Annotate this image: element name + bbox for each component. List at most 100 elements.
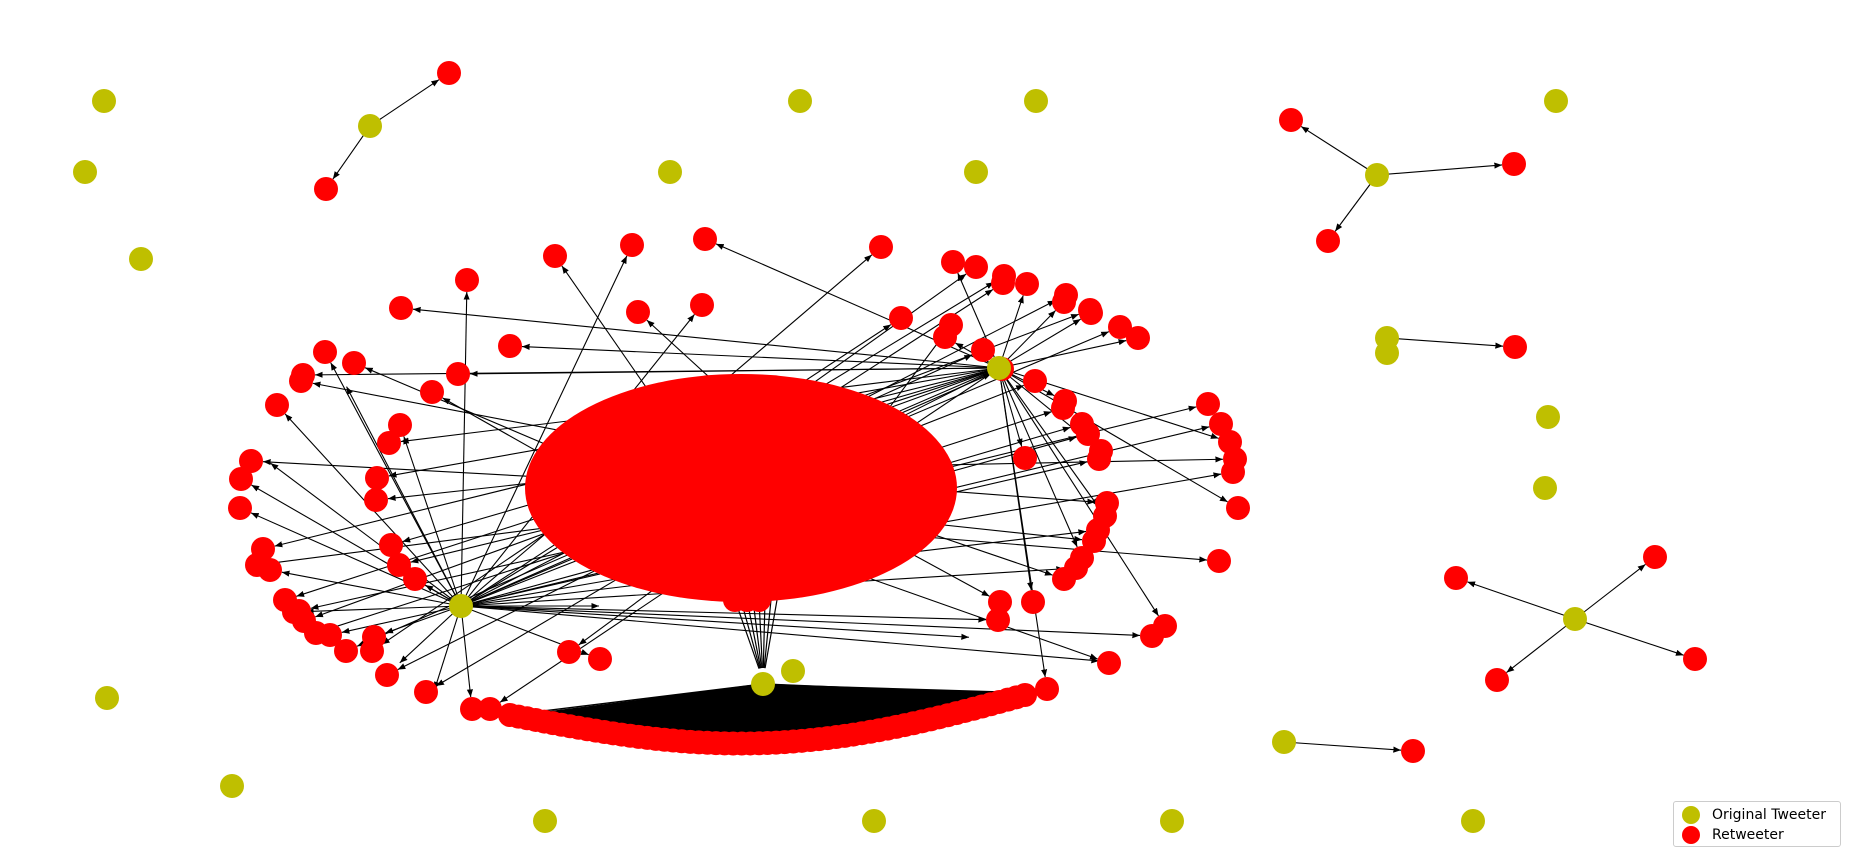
original-tweeter-node (1272, 730, 1296, 754)
retweeter-node (1079, 301, 1103, 325)
retweeter-node (1089, 439, 1113, 463)
retweet-edge (270, 462, 462, 607)
retweeter-node (986, 608, 1010, 632)
dense-retweeter-ellipse (525, 374, 957, 602)
legend-item-retweeter: Retweeter (1682, 825, 1832, 845)
retweet-edge (1386, 337, 1504, 349)
retweet-edge (998, 367, 1159, 617)
original-tweeter-node (92, 89, 116, 113)
original-tweeter-node (1563, 607, 1587, 631)
legend-item-original: Original Tweeter (1682, 805, 1832, 825)
original-tweeter-node (751, 672, 775, 696)
original-tweeter-node (658, 160, 682, 184)
retweeter-node (455, 268, 479, 292)
retweeter-node (1095, 491, 1119, 515)
retweeter-node (460, 697, 484, 721)
original-tweeter-node (358, 114, 382, 138)
retweet-edge (433, 605, 462, 690)
legend-label-retweeter: Retweeter (1712, 827, 1784, 843)
retweet-edge (341, 605, 462, 634)
retweet-edge (1506, 618, 1576, 674)
retweet-edge (460, 605, 473, 698)
retweeter-node (988, 590, 1012, 614)
retweeter-node (437, 61, 461, 85)
retweet-edge (734, 599, 760, 669)
retweeter-node (1401, 739, 1425, 763)
nodes-layer (73, 61, 1707, 833)
retweeter-node (1279, 108, 1303, 132)
retweeter-node (690, 293, 714, 317)
retweet-edge (460, 605, 987, 623)
retweeter-node (1196, 392, 1220, 416)
retweeter-node (588, 647, 612, 671)
retweeter-node (747, 588, 771, 612)
retweeter-node (1126, 326, 1150, 350)
retweeter-node (1054, 283, 1078, 307)
retweeter-node (387, 553, 411, 577)
retweeter-node (388, 413, 412, 437)
retweeter-node (364, 488, 388, 512)
retweet-edge (998, 367, 1099, 507)
retweet-edge (281, 570, 462, 607)
original-tweeter-node (1375, 326, 1399, 350)
retweeter-node (1502, 152, 1526, 176)
retweet-edge (460, 605, 1141, 639)
retweet-edge (460, 605, 970, 640)
retweet-edge (385, 605, 462, 634)
original-tweeter-swatch (1682, 806, 1700, 824)
original-tweeter-node (95, 686, 119, 710)
retweeter-node (991, 271, 1015, 295)
retweeter-node (375, 663, 399, 687)
original-tweeter-node (129, 247, 153, 271)
original-tweeter-node (788, 89, 812, 113)
retweeter-node (1643, 545, 1667, 569)
retweeter-node (289, 369, 313, 393)
retweet-edge (998, 367, 1034, 591)
retweeter-node (1153, 614, 1177, 638)
retweeter-node (941, 250, 965, 274)
retweet-edge (469, 367, 1000, 377)
retweeter-node (362, 625, 386, 649)
original-tweeter-node (964, 160, 988, 184)
retweeter-node (334, 639, 358, 663)
retweet-edge (762, 599, 766, 669)
original-tweeter-node (533, 809, 557, 833)
retweeter-node (626, 300, 650, 324)
retweeter-node (1035, 677, 1059, 701)
retweeter-node (342, 351, 366, 375)
dense-retweeter-cluster (525, 374, 957, 602)
retweeter-node (1683, 647, 1707, 671)
retweeter-node (620, 233, 644, 257)
retweeter-node (498, 334, 522, 358)
retweeter-node (478, 697, 502, 721)
retweeter-node (318, 623, 342, 647)
retweet-edge (764, 599, 778, 669)
retweet-edge (346, 386, 462, 607)
retweet-edge (998, 339, 1127, 369)
retweet-edge (369, 79, 440, 127)
retweet-edge (752, 599, 763, 669)
original-tweeter-node (1536, 405, 1560, 429)
retweeter-node (1485, 668, 1509, 692)
retweeter-node (1207, 549, 1231, 573)
retweeter-node (971, 338, 995, 362)
retweet-edge (1283, 741, 1402, 753)
retweeter-node (1013, 446, 1037, 470)
retweeter-node (933, 325, 957, 349)
retweeter-node (1226, 496, 1250, 520)
retweeter-node (239, 449, 263, 473)
retweet-edge (460, 255, 628, 607)
retweeter-node (1108, 315, 1132, 339)
retweeter-node (313, 340, 337, 364)
retweet-edge (460, 291, 470, 607)
retweeter-node (543, 244, 567, 268)
legend: Original Tweeter Retweeter (1673, 801, 1841, 847)
retweeter-node (1503, 335, 1527, 359)
retweeter-node (446, 362, 470, 386)
original-tweeter-node (781, 659, 805, 683)
retweet-edge (412, 306, 1000, 369)
retweeter-node (964, 255, 988, 279)
retweet-edge (715, 243, 1000, 369)
retweeter-node (1021, 590, 1045, 614)
